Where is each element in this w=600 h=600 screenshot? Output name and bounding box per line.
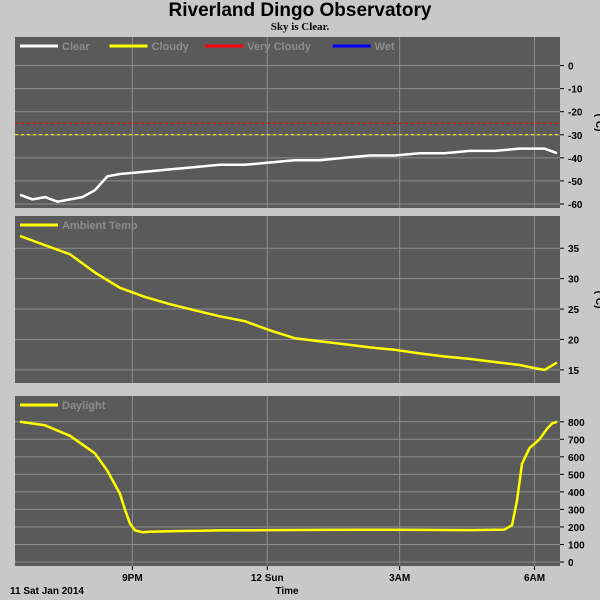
legend-label: Daylight (62, 400, 106, 412)
series-line (19, 147, 558, 203)
sky-status: Sky is Clear. (270, 21, 330, 33)
y-tick-label: 500 (568, 470, 585, 481)
y-tick-label: 800 (568, 418, 585, 429)
y-tick-label: 0 (568, 62, 574, 73)
plot-area (15, 216, 560, 383)
y-tick-label: 15 (568, 366, 580, 377)
chart-title: Riverland Dingo Observatory (168, 0, 432, 21)
y-tick-label: -50 (568, 177, 583, 188)
y-tick-label: 35 (568, 244, 580, 255)
y-tick-label: -40 (568, 154, 583, 165)
legend-label: Ambient Temp (62, 220, 138, 232)
legend-label: Wet (375, 41, 395, 53)
y-tick-label: 30 (568, 275, 580, 286)
y-tick-label: 700 (568, 435, 585, 446)
x-tick-label: 9PM (122, 573, 143, 584)
y-tick-label: 20 (568, 335, 580, 346)
plot-area (15, 37, 560, 208)
y-tick-label: 600 (568, 453, 585, 464)
y-tick-label: 25 (568, 305, 580, 316)
y-tick-label: -10 (568, 85, 583, 96)
y-tick-label: 100 (568, 540, 585, 551)
y-tick-label: 0 (568, 558, 574, 569)
date-label: 11 Sat Jan 2014 (10, 586, 84, 597)
y-tick-label: 400 (568, 488, 585, 499)
y-axis-label: (°C) (593, 114, 600, 132)
y-tick-label: -60 (568, 200, 583, 211)
x-tick-label: 6AM (524, 573, 545, 584)
series-line (19, 420, 558, 534)
legend-label: Cloudy (152, 41, 190, 53)
y-tick-label: -20 (568, 108, 583, 119)
series-line (19, 234, 558, 372)
panel-daylight: 800 700 600 500 400 300 200 100 0 Daylight (15, 396, 585, 569)
legend-label: Very Cloudy (247, 41, 311, 53)
x-tick-label: 12 Sun (251, 573, 284, 584)
y-tick-label: 200 (568, 523, 585, 534)
x-tick-label: 3AM (389, 573, 410, 584)
plot-area (15, 396, 560, 566)
panel-ambient-temp: 35 30 25 20 15 Ambient Temp (°C) (15, 216, 600, 383)
y-axis-label: (°C) (593, 291, 600, 309)
y-tick-label: -30 (568, 131, 583, 142)
y-tick-label: 300 (568, 505, 585, 516)
panel-sky-temp: 0 -10 -20 -30 -40 -50 -60 Clear Cloudy Very Cloud… (15, 37, 600, 211)
x-axis-label: Time (275, 586, 299, 597)
legend-label: Clear (62, 41, 90, 53)
